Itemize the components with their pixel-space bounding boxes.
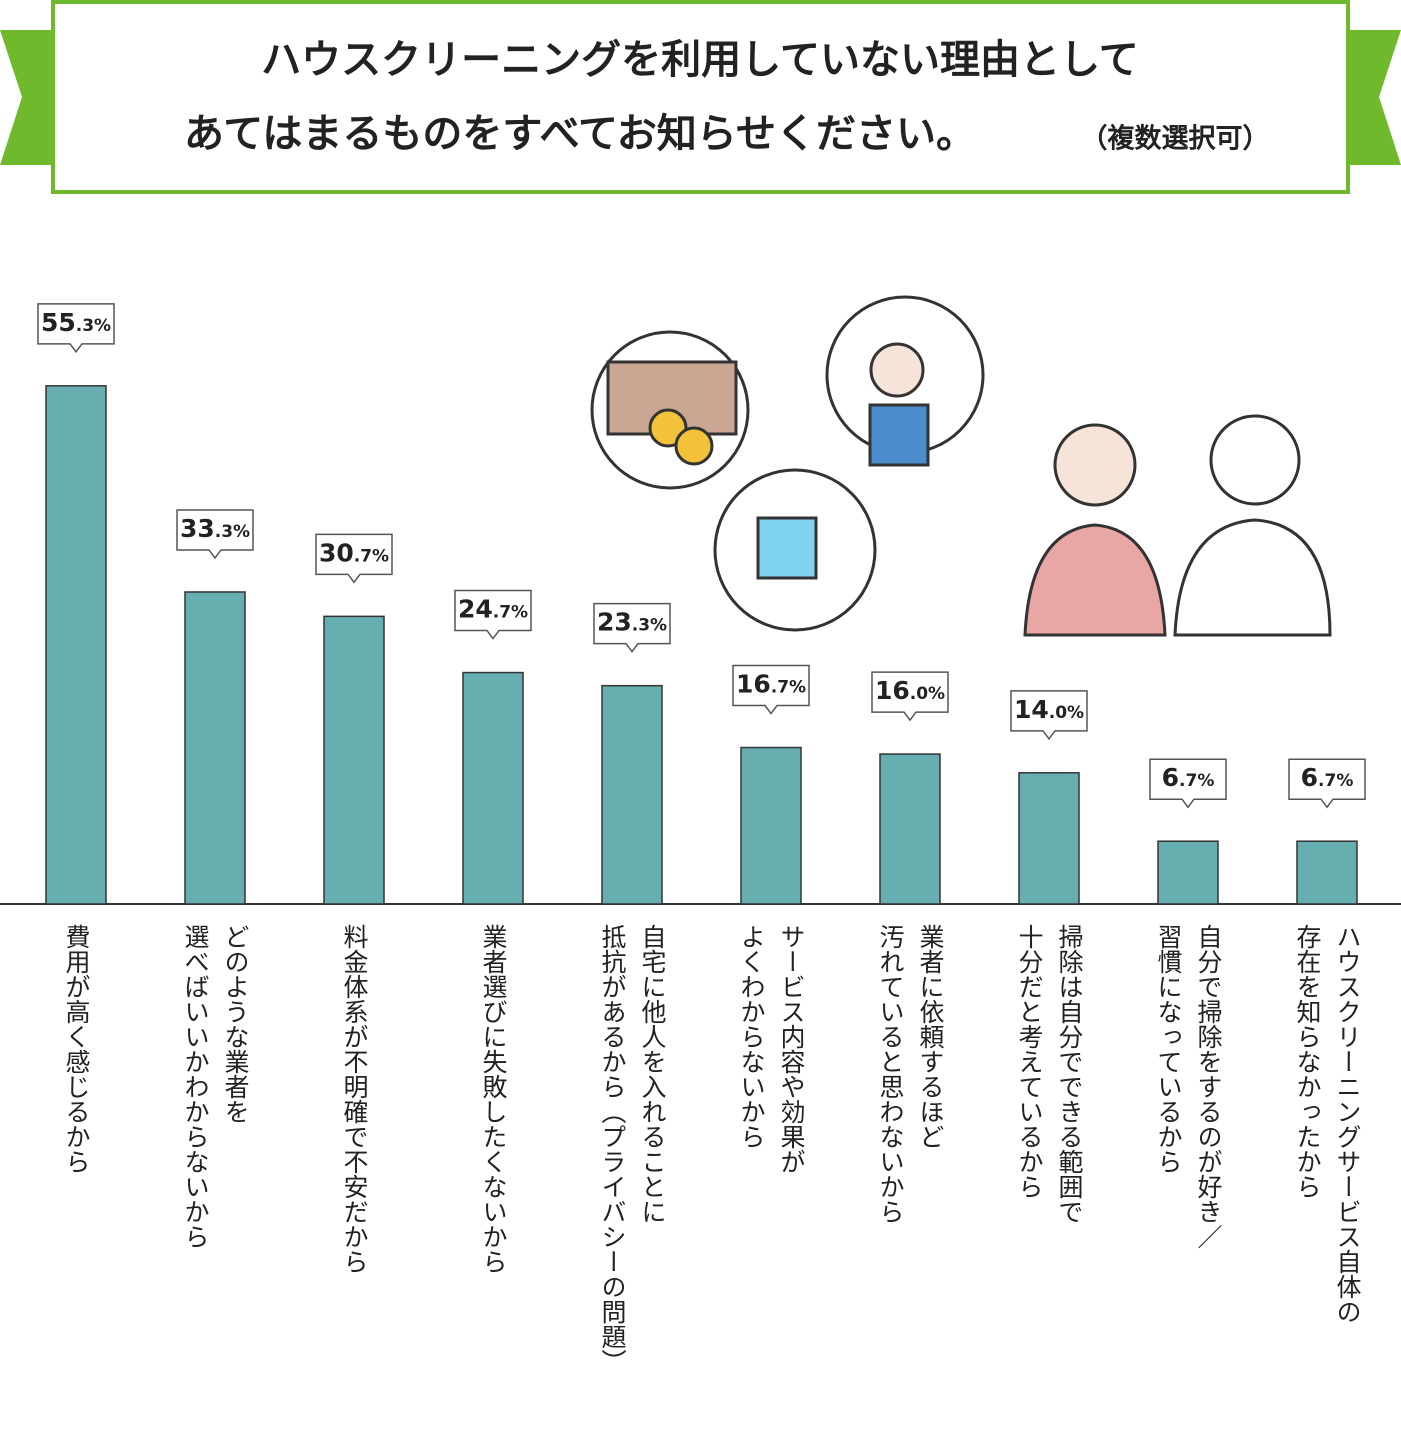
- bar: [323, 615, 385, 905]
- illustration: [590, 295, 1332, 637]
- bar: [184, 591, 246, 905]
- value-label: 14.0%: [1014, 695, 1084, 724]
- value-label: 16.7%: [736, 670, 806, 699]
- bar: [879, 753, 941, 905]
- label-callout: [176, 509, 254, 560]
- chart-subtitle: あてはまるものをすべてお知らせください。: [184, 111, 976, 157]
- ribbon-left: [0, 30, 62, 165]
- note: （複数選択可）: [1081, 123, 1270, 155]
- ribbon-right: [1339, 30, 1401, 165]
- x-tick-label: 業者選びに失敗したくないから: [479, 924, 508, 1274]
- label-callout: [454, 589, 532, 640]
- label-callout: [37, 303, 115, 354]
- value-label: 6.7%: [1301, 763, 1354, 792]
- label-callout: [1010, 690, 1088, 741]
- x-tick-label: ハウスクリーニングサービス自体の 存在を知らなかったから: [1293, 924, 1362, 1324]
- x-tick-label: 自分で掃除をするのが好き／ 習慣になっているから: [1154, 924, 1223, 1249]
- title-box: [51, 0, 1350, 194]
- value-label: 30.7%: [319, 538, 389, 567]
- x-tick-label: 掃除は自分でできる範囲で 十分だと考えているから: [1015, 924, 1084, 1224]
- value-label: 16.0%: [875, 676, 945, 705]
- x-tick-label: 費用が高く感じるから: [62, 924, 91, 1174]
- label-callout: [1149, 758, 1227, 809]
- label-callout: [315, 533, 393, 584]
- value-label: 23.3%: [597, 608, 667, 637]
- bar: [601, 684, 663, 905]
- bar: [1018, 772, 1080, 905]
- value-label: 6.7%: [1162, 763, 1215, 792]
- value-label: 33.3%: [180, 514, 250, 543]
- label-callout: [593, 602, 671, 653]
- value-label: 24.7%: [458, 595, 528, 624]
- x-tick-label: 料金体系が不明確で不安だから: [340, 924, 369, 1274]
- label-callout: [732, 664, 810, 715]
- x-tick-label: サービス内容や効果が よくわからないから: [737, 924, 806, 1174]
- label-callout: [871, 671, 949, 722]
- bar: [45, 385, 107, 905]
- label-callout: [1288, 758, 1366, 809]
- x-tick-label: 業者に依頼するほど 汚れていると思わないから: [876, 924, 945, 1224]
- bar: [462, 671, 524, 905]
- bar: [1296, 840, 1358, 905]
- bar: [740, 746, 802, 905]
- value-label: 55.3%: [41, 308, 111, 337]
- bar: [1157, 840, 1219, 905]
- x-tick-label: 自宅に他人を入れることに 抵抗があるから（プライバシーの問題）: [598, 924, 667, 1374]
- chart-title: ハウスクリーニングを利用していない理由として: [261, 37, 1139, 83]
- x-tick-label: どのような業者を 選べばいいかわからないから: [181, 924, 250, 1249]
